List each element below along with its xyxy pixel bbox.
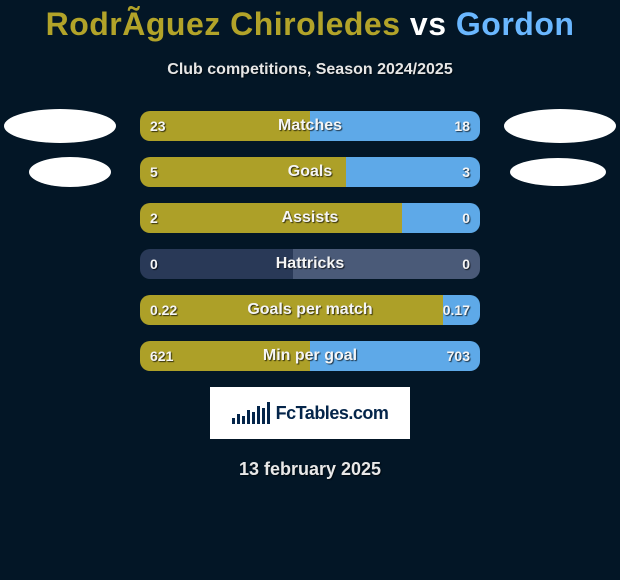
comparison-infographic: RodrÃguez Chiroledes vs Gordon Club comp…: [0, 0, 620, 580]
stat-bar-right: [402, 203, 480, 233]
stat-bar-left: [140, 111, 310, 141]
fctables-logo: FcTables.com: [210, 387, 410, 439]
stat-row: Goals53: [0, 157, 620, 187]
stat-bar: [140, 249, 480, 279]
stat-bar-left: [140, 249, 293, 279]
stat-row: Hattricks00: [0, 249, 620, 279]
stat-bar-right: [293, 249, 480, 279]
stat-bar-left: [140, 295, 443, 325]
date-label: 13 february 2025: [0, 459, 620, 480]
stats-rows: Matches2318 Goals53 Assists20 Hattricks00 Go…: [0, 111, 620, 371]
stat-bar-right: [310, 111, 480, 141]
logo-text: FcTables.com: [276, 403, 389, 424]
player-avatar-right: [504, 109, 616, 143]
player-avatar-left: [4, 109, 116, 143]
player-avatar-left: [29, 157, 111, 187]
page-title: RodrÃguez Chiroledes vs Gordon: [0, 0, 620, 43]
title-player-left: RodrÃguez Chiroledes: [46, 6, 401, 42]
stat-row: Min per goal621703: [0, 341, 620, 371]
stat-row: Assists20: [0, 203, 620, 233]
stat-bar-left: [140, 341, 310, 371]
stat-bar: [140, 111, 480, 141]
stat-bar-right: [310, 341, 480, 371]
stat-bar-right: [443, 295, 480, 325]
player-avatar-right: [510, 158, 606, 186]
subtitle: Club competitions, Season 2024/2025: [0, 61, 620, 79]
stat-bar-left: [140, 157, 346, 187]
stat-row: Matches2318: [0, 111, 620, 141]
stat-row: Goals per match0.220.17: [0, 295, 620, 325]
stat-bar: [140, 341, 480, 371]
stat-bar: [140, 157, 480, 187]
stat-bar-left: [140, 203, 402, 233]
stat-bar-right: [346, 157, 480, 187]
stat-bar: [140, 203, 480, 233]
title-vs: vs: [410, 6, 456, 42]
stat-bar: [140, 295, 480, 325]
title-player-right: Gordon: [456, 6, 575, 42]
logo-bars-icon: [232, 402, 270, 424]
